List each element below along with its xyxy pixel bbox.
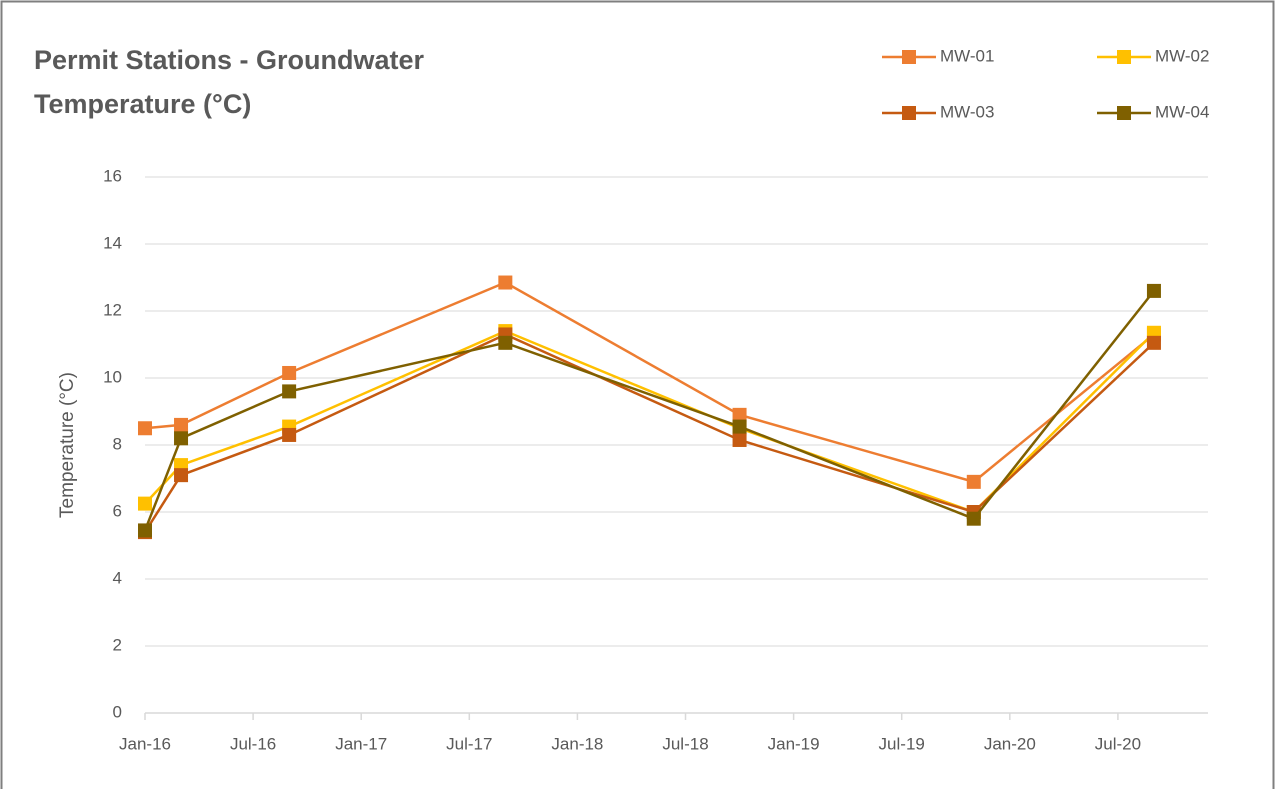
x-tick-label: Jul-20 (1095, 734, 1141, 753)
y-tick-label: 6 (113, 501, 122, 520)
point-marker (138, 421, 152, 436)
point-marker (732, 432, 747, 447)
y-tick-label: 14 (103, 233, 122, 252)
point-marker (282, 365, 297, 380)
legend-label: MW-02 (1155, 46, 1209, 65)
point-marker (732, 407, 747, 422)
x-tick-label: Jan-16 (119, 734, 171, 753)
point-marker (282, 384, 297, 399)
x-tick-label: Jan-17 (335, 734, 387, 753)
x-tick-label: Jul-18 (662, 734, 708, 753)
point-marker (174, 468, 189, 483)
x-tick-label: Jan-20 (984, 734, 1036, 753)
legend-marker (1117, 50, 1131, 64)
legend-marker (1117, 106, 1131, 120)
legend-label: MW-04 (1155, 102, 1209, 121)
y-tick-label: 0 (113, 702, 122, 721)
legend-label: MW-01 (940, 46, 994, 65)
x-tick-label: Jul-16 (230, 734, 276, 753)
series-line (144, 281, 1155, 484)
point-marker (174, 417, 189, 432)
x-tick-label: Jul-17 (446, 734, 492, 753)
point-marker (498, 275, 513, 290)
y-tick-label: 10 (103, 367, 122, 386)
point-marker (174, 431, 189, 446)
y-tick-label: 16 (103, 166, 122, 185)
y-axis-label: Temperature (°C) (57, 372, 78, 518)
y-tick-label: 8 (113, 434, 122, 453)
point-marker (1146, 283, 1161, 298)
point-marker (732, 419, 747, 434)
point-marker (1146, 335, 1161, 350)
point-marker (282, 427, 297, 442)
x-tick-label: Jan-18 (551, 734, 603, 753)
legend-marker (902, 50, 916, 64)
y-tick-label: 12 (103, 300, 122, 319)
point-marker (138, 523, 152, 538)
x-tick-label: Jan-19 (768, 734, 820, 753)
point-marker (498, 335, 513, 350)
series-line (143, 290, 1155, 531)
x-tick-label: Jul-19 (879, 734, 925, 753)
point-marker (966, 474, 981, 489)
y-tick-label: 4 (113, 568, 122, 587)
point-marker (966, 511, 981, 526)
legend-marker (902, 106, 916, 120)
chart-title: Permit Stations - Groundwater Temperatur… (34, 45, 425, 119)
legend-label: MW-03 (940, 102, 994, 121)
point-marker (138, 496, 152, 511)
y-tick-label: 2 (113, 635, 122, 654)
